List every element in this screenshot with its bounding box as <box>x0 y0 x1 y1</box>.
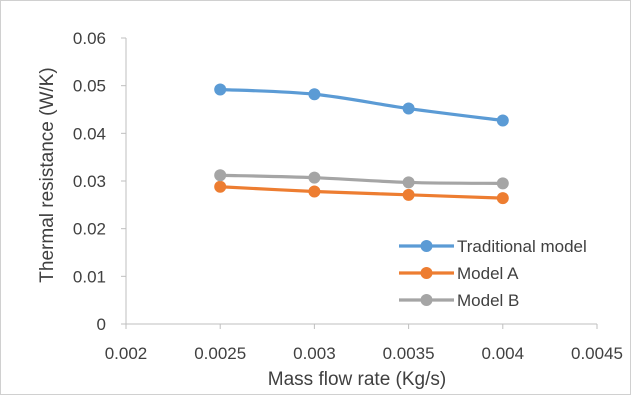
y-tick-label: 0.03 <box>73 172 106 191</box>
legend-label: Model A <box>457 264 519 283</box>
legend-item: Model A <box>399 264 519 283</box>
legend-label: Model B <box>457 291 519 310</box>
y-tick-label: 0 <box>97 315 106 334</box>
legend-swatch-marker <box>420 240 433 252</box>
series-line <box>218 87 505 123</box>
data-point <box>214 83 227 96</box>
x-tick-label: 0.002 <box>105 344 148 363</box>
data-point <box>402 102 415 115</box>
y-tick-label: 0.05 <box>73 77 106 96</box>
legend-item: Traditional model <box>399 237 587 256</box>
data-point <box>214 169 227 182</box>
data-point <box>496 192 509 205</box>
axes: 0 0.01 0.02 0.03 0.04 0.05 0.06 0.002 0.0025 0.00… <box>73 29 623 363</box>
data-point <box>308 171 321 184</box>
x-axis-label: Mass flow rate (Kg/s) <box>268 369 446 390</box>
x-tick-label: 0.0035 <box>383 344 435 363</box>
legend-label: Traditional model <box>457 237 587 256</box>
x-tick-label: 0.0025 <box>194 344 246 363</box>
data-point <box>402 188 415 201</box>
series-model-b <box>214 169 509 190</box>
y-tick-label: 0.06 <box>73 29 106 48</box>
series-line <box>218 173 505 185</box>
series-line <box>218 185 505 200</box>
legend: Traditional model Model A Model B <box>399 237 587 310</box>
data-point <box>496 177 509 190</box>
data-point <box>214 180 227 193</box>
x-tick-label: 0.003 <box>293 344 336 363</box>
y-tick-label: 0.02 <box>73 220 106 239</box>
x-tick-label: 0.0045 <box>571 344 623 363</box>
series-model-a <box>214 180 509 205</box>
y-tick-label: 0.04 <box>73 124 106 143</box>
x-tick-label: 0.004 <box>482 344 525 363</box>
legend-item: Model B <box>399 291 519 310</box>
legend-swatch-marker <box>420 267 433 279</box>
data-point <box>496 114 509 127</box>
data-point <box>402 176 415 189</box>
series-traditional-model <box>214 83 509 127</box>
y-tick-label: 0.01 <box>73 267 106 286</box>
data-point <box>308 185 321 198</box>
series-layer <box>214 83 509 205</box>
y-axis-label: Thermal resistance (W/K) <box>37 67 58 282</box>
data-point <box>308 88 321 101</box>
legend-swatch-marker <box>420 294 433 306</box>
